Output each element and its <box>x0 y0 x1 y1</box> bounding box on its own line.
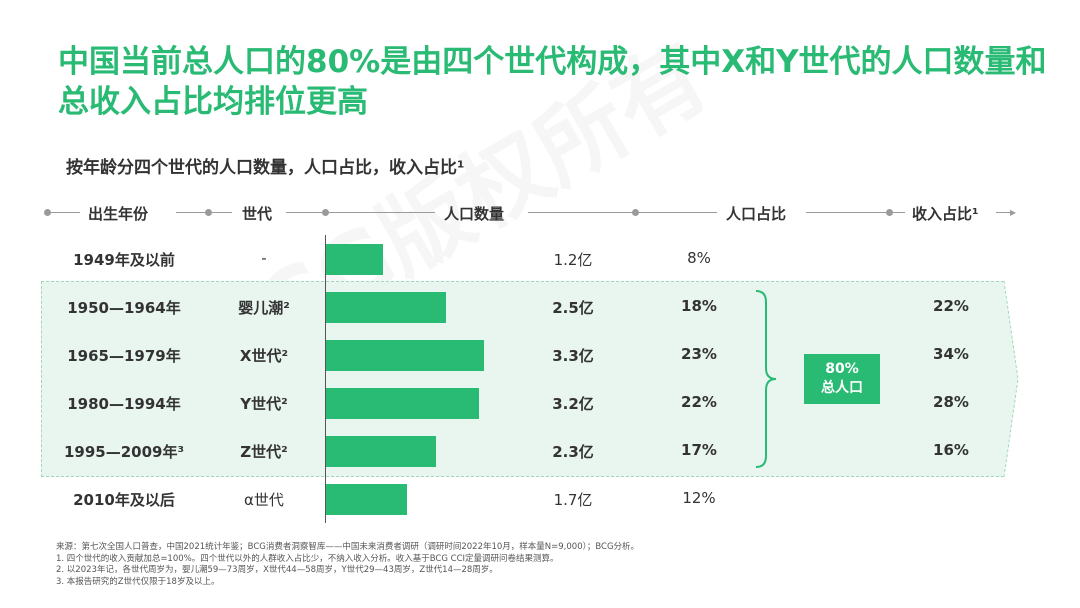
row-pop-share: 17% <box>681 441 717 459</box>
header-rule <box>528 212 634 213</box>
row-generation: Y世代² <box>240 395 288 413</box>
row-population-label: 2.3亿 <box>552 443 594 461</box>
badge-percent: 80% <box>825 361 859 377</box>
row-pop-share: 12% <box>682 489 716 507</box>
band-arrow-tip <box>1004 281 1019 477</box>
row-pop-share: 23% <box>681 345 717 363</box>
row-birth-year: 1995—2009年³ <box>63 443 185 461</box>
header-rule <box>996 212 1010 213</box>
bar-axis <box>325 235 326 523</box>
header-rule <box>639 212 717 213</box>
row-generation: α世代 <box>244 491 284 509</box>
header-dot <box>632 209 639 216</box>
row-birth-year: 1950—1964年 <box>67 299 181 317</box>
row-generation: X世代² <box>239 347 289 365</box>
header-dot <box>886 209 893 216</box>
header-dot <box>322 209 329 216</box>
row-population-label: 3.3亿 <box>552 347 594 365</box>
row-population-label: 2.5亿 <box>552 299 594 317</box>
row-birth-year: 1980—1994年 <box>67 395 181 413</box>
row-generation: 婴儿潮² <box>238 299 290 317</box>
note-source: 来源：第七次全国人口普查，中国2021统计年鉴；BCG消费者洞察智库——中国未来… <box>56 542 640 552</box>
header-rule <box>48 212 80 213</box>
row-pop-share: 18% <box>681 297 717 315</box>
row-population-label: 1.2亿 <box>553 251 593 269</box>
header-arrow-icon: ▸ <box>1010 205 1017 219</box>
page-title: 中国当前总人口的80%是由四个世代构成，其中X和Y世代的人口数量和总收入占比均排… <box>58 44 1047 120</box>
row-birth-year: 1965—1979年 <box>67 347 181 365</box>
header-dot <box>205 209 212 216</box>
header-generation: 世代 <box>242 205 273 223</box>
note-3: 3. 本报告研究的Z世代仅限于18岁及以上。 <box>56 576 220 587</box>
header-rule <box>176 212 208 213</box>
population-bar <box>326 388 480 419</box>
row-income-share: 16% <box>933 441 969 459</box>
row-income-share: 22% <box>933 297 969 315</box>
population-bar <box>326 436 436 467</box>
row-birth-year: 1949年及以前 <box>73 251 175 269</box>
chart-subtitle: 按年龄分四个世代的人口数量，人口占比，收入占比¹ <box>66 158 465 178</box>
row-income-share: 28% <box>933 393 969 411</box>
row-generation: - <box>261 249 267 267</box>
row-income-share: 34% <box>933 345 969 363</box>
header-population: 人口数量 <box>444 205 505 223</box>
row-population-label: 3.2亿 <box>552 395 594 413</box>
row-generation: Z世代² <box>240 443 288 461</box>
header-rule <box>806 212 886 213</box>
population-bar <box>326 292 446 323</box>
row-birth-year: 2010年及以后 <box>73 491 175 509</box>
total-population-badge: 80% 总人口 <box>804 354 880 404</box>
footnotes: 来源：第七次全国人口普查，中国2021统计年鉴；BCG消费者洞察智库——中国未来… <box>56 542 639 588</box>
population-bar <box>326 244 384 275</box>
note-1: 1. 四个世代的收入贡献加总=100%。四个世代以外的人群收入占比少，不纳入收入… <box>56 553 559 564</box>
population-bar <box>326 340 484 371</box>
row-pop-share: 22% <box>681 393 717 411</box>
header-rule <box>212 212 232 213</box>
header-rule <box>893 212 905 213</box>
header-rule <box>329 212 435 213</box>
population-bar <box>326 484 408 515</box>
badge-label: 总人口 <box>821 380 863 396</box>
row-population-label: 1.7亿 <box>553 491 593 509</box>
header-pop-share: 人口占比 <box>726 205 787 223</box>
header-birth-year: 出生年份 <box>88 205 149 223</box>
brace-icon <box>755 290 777 468</box>
header-rule <box>286 212 322 213</box>
header-dot <box>44 209 51 216</box>
header-income-share: 收入占比¹ <box>912 205 979 223</box>
note-2: 2. 以2023年记，各世代周岁为，婴儿潮59—73周岁，X世代44—58周岁，… <box>56 565 498 575</box>
row-pop-share: 8% <box>687 249 711 267</box>
